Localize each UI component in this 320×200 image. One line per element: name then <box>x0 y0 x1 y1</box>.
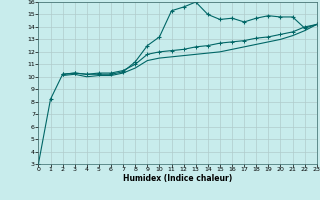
X-axis label: Humidex (Indice chaleur): Humidex (Indice chaleur) <box>123 174 232 183</box>
